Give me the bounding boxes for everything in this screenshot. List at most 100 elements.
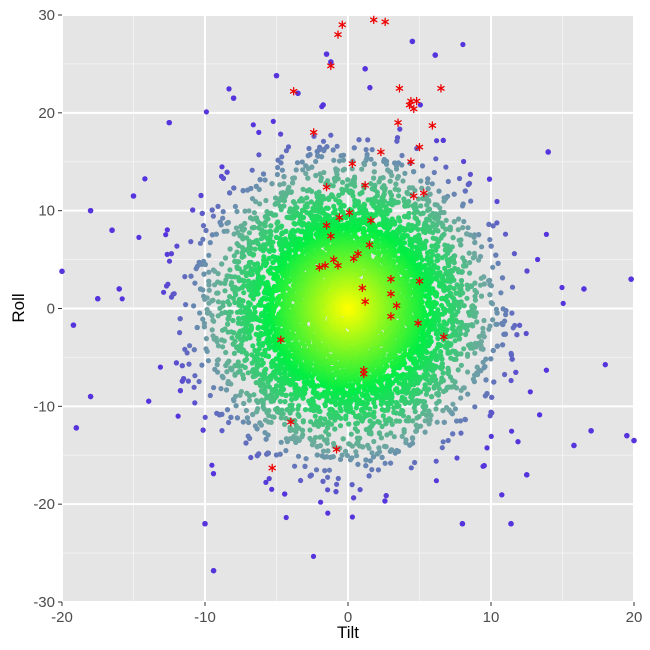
scatter-point: [369, 450, 375, 456]
scatter-point: [388, 460, 394, 466]
scatter-point: [238, 389, 244, 395]
scatter-point: [290, 180, 296, 186]
scatter-point: [304, 188, 310, 194]
scatter-point: [300, 198, 306, 204]
scatter-point: [439, 296, 445, 302]
scatter-point: [337, 456, 344, 462]
scatter-point: [183, 302, 189, 308]
scatter-point: [368, 181, 374, 187]
scatter-point: [256, 152, 262, 158]
scatter-point: [333, 489, 339, 495]
scatter-point: [472, 293, 478, 299]
scatter-point: [274, 405, 280, 411]
scatter-point: [283, 392, 289, 398]
scatter-point: [258, 236, 265, 242]
scatter-point: [488, 300, 494, 306]
scatter-point: [334, 143, 340, 149]
scatter-point: [456, 216, 462, 222]
scatter-point: [431, 169, 437, 176]
scatter-point: [320, 448, 327, 454]
scatter-point: [265, 353, 272, 359]
scatter-point: [405, 414, 412, 421]
scatter-point: [412, 409, 418, 415]
scatter-point: [460, 41, 466, 48]
scatter-point: [445, 178, 451, 185]
scatter-point: [220, 175, 226, 181]
scatter-point: [244, 415, 250, 421]
scatter-point: [371, 383, 377, 389]
scatter-point: [363, 457, 369, 463]
scatter-point: [269, 181, 275, 187]
scatter-point: [416, 414, 422, 420]
scatter-point: [319, 104, 325, 110]
scatter-point: [469, 304, 475, 310]
scatter-point: [246, 208, 252, 214]
scatter-point: [343, 215, 349, 221]
scatter-point: [210, 213, 216, 219]
scatter-point: [399, 162, 405, 168]
scatter-point: [205, 358, 211, 364]
scatter-point: [300, 432, 306, 438]
scatter-point: [200, 223, 207, 229]
scatter-point: [424, 216, 430, 222]
scatter-point: [223, 277, 229, 283]
scatter-point: [206, 252, 212, 258]
scatter-point: [419, 185, 425, 191]
scatter-point: [303, 170, 309, 177]
scatter-point: [435, 218, 441, 224]
scatter-point: [434, 258, 440, 264]
scatter-point: [242, 208, 248, 214]
scatter-point: [157, 364, 163, 370]
scatter-point: [448, 355, 454, 361]
scatter-point: [259, 357, 265, 363]
scatter-point: [234, 208, 240, 215]
scatter-point: [263, 436, 269, 442]
scatter-point: [219, 261, 225, 267]
scatter-point: [257, 177, 263, 183]
scatter-point: [490, 347, 496, 354]
scatter-point: [201, 320, 207, 326]
scatter-point: [241, 400, 247, 407]
scatter-point: [476, 257, 482, 263]
scatter-point: [250, 252, 257, 258]
scatter-point: [282, 399, 288, 405]
scatter-point: [461, 218, 467, 225]
scatter-point: [491, 379, 497, 385]
scatter-point: [187, 343, 193, 349]
scatter-point: [332, 426, 338, 432]
scatter-point: [206, 287, 212, 293]
scatter-point: [419, 163, 426, 169]
scatter-point: [307, 435, 313, 441]
scatter-point: [242, 220, 248, 227]
scatter-point: [227, 246, 233, 252]
scatter-point: [203, 227, 209, 234]
scatter-point: [204, 295, 210, 301]
scatter-point: [510, 325, 516, 331]
scatter-point: [194, 324, 200, 331]
scatter-point: [300, 167, 306, 173]
scatter-point: [429, 394, 435, 400]
scatter-point: [445, 437, 451, 444]
scatter-point: [454, 282, 460, 288]
scatter-point: [440, 137, 446, 143]
scatter-point: [293, 382, 299, 388]
scatter-point: [328, 132, 334, 138]
scatter-point: [319, 453, 325, 459]
scatter-point: [433, 478, 439, 484]
scatter-point: [219, 411, 225, 417]
scatter-point: [353, 449, 359, 455]
scatter-point: [347, 190, 353, 196]
scatter-point: [378, 435, 384, 441]
scatter-point: [295, 411, 301, 418]
scatter-point: [348, 431, 354, 437]
scatter-point: [453, 290, 459, 296]
scatter-point: [119, 296, 125, 302]
scatter-point: [224, 369, 230, 375]
scatter-point: [236, 259, 242, 265]
scatter-point: [397, 218, 403, 224]
scatter-point: [177, 330, 183, 336]
scatter-point: [487, 237, 493, 243]
scatter-point: [370, 454, 377, 460]
scatter-point: [472, 372, 478, 378]
scatter-point: [465, 369, 471, 375]
